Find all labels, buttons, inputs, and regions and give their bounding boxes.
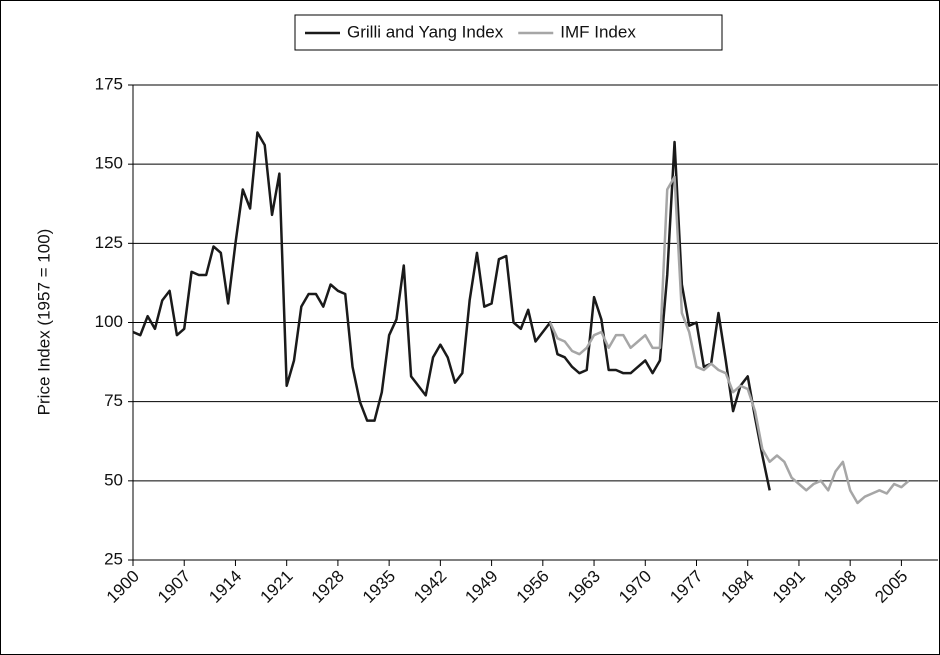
y-tick-label: 100: [95, 312, 123, 331]
y-axis-label: Price Index (1957 = 100): [34, 229, 53, 416]
legend-label: IMF Index: [560, 22, 636, 41]
y-tick-label: 50: [104, 470, 123, 489]
legend-box: [294, 14, 723, 51]
y-tick-label: 150: [95, 154, 123, 173]
y-tick-label: 75: [104, 391, 123, 410]
data-line: [132, 131, 771, 491]
data-line: [549, 175, 910, 505]
y-tick-label: 25: [104, 549, 123, 568]
y-tick-label: 175: [95, 74, 123, 93]
legend-label: Grilli and Yang Index: [347, 22, 504, 41]
y-tick-label: 125: [95, 233, 123, 252]
